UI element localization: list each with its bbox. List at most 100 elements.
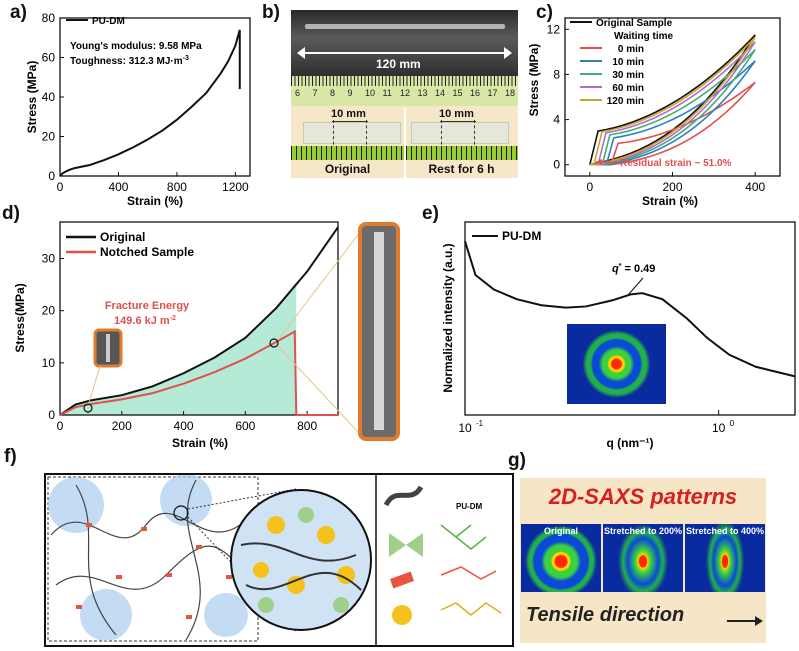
panel-label-c: c) <box>536 2 553 23</box>
y-tick-label: 80 <box>42 11 56 25</box>
x-tick-label: 0 <box>586 180 593 194</box>
x-tick-exponent: 0 <box>730 419 735 428</box>
chart-e-ylabel: Normalized intensity (a.u.) <box>441 243 455 392</box>
panel-label-g: g) <box>508 450 526 471</box>
y-tick-label: 0 <box>48 169 55 183</box>
notch-inset-photo <box>93 328 123 368</box>
length-label: 120 mm <box>376 57 421 71</box>
chart-d-fracture-area <box>60 281 297 415</box>
gauge-right-mark-2 <box>474 120 475 150</box>
gauge-left-mark-1 <box>333 120 334 150</box>
y-tick-label: 12 <box>547 22 561 36</box>
g-title: 2D-SAXS patterns <box>548 484 738 509</box>
chart-d-legend-original: Original <box>100 230 145 244</box>
x-tick-label: 10 <box>458 421 472 435</box>
ruler-number: 7 <box>312 88 318 98</box>
ruler-number: 18 <box>505 88 516 98</box>
notch-point-marker <box>83 403 93 413</box>
chart-c-series-120-min <box>589 36 756 166</box>
y-tick-label: 60 <box>42 51 56 65</box>
arrow-right-icon <box>504 47 512 59</box>
chart-e-q-value: = 0.49 <box>621 263 655 275</box>
ruler-number: 10 <box>365 88 376 98</box>
chart-c-xlabel: Strain (%) <box>642 194 698 208</box>
notch-inset-specimen <box>106 334 110 362</box>
gauge-right: 10 mm <box>411 108 509 154</box>
gauge-right-sample <box>411 122 509 144</box>
gauge-right-bar <box>440 121 476 122</box>
ruler-number: 16 <box>470 88 481 98</box>
chart-c-legend-sub: Waiting time <box>614 31 674 42</box>
stretch-leader-bottom <box>277 345 361 435</box>
saxs-200-caption: Stretched to 200% <box>603 526 683 536</box>
chart-d-series-notched <box>59 329 338 416</box>
x-tick-label: 400 <box>108 180 128 194</box>
ruler-number: 8 <box>330 88 336 98</box>
ruler-number: 15 <box>452 88 463 98</box>
panel-label-b: b) <box>262 2 280 23</box>
gauge-right-label: 10 mm <box>439 108 474 120</box>
gauge-left-bar <box>332 121 368 122</box>
specimen-photo: 120 mm <box>291 10 518 80</box>
chart-d-fracture-sup: -2 <box>170 315 176 322</box>
chart-e-legend-label: PU-DM <box>502 229 541 243</box>
y-tick-label: 8 <box>553 67 560 81</box>
chart-d-fracture-title: Fracture Energy <box>105 300 190 312</box>
chart-a-youngs-modulus: Young's modulus: 9.58 MPa <box>70 41 202 52</box>
stretch-leader-top <box>277 231 361 341</box>
caption-rest: Rest for 6 h <box>428 162 495 176</box>
x-tick-label: 800 <box>297 419 317 433</box>
ruler-number: 14 <box>435 88 446 98</box>
x-tick-exponent: -1 <box>476 419 484 428</box>
ruler-number: 6 <box>295 88 301 98</box>
chart-a-toughness: Toughness: 312.3 MJ·m-3 <box>70 55 189 67</box>
ruler-strip: 6 7 8 9 10 11 12 13 14 15 16 17 18 <box>291 76 518 106</box>
x-tick-label: 0 <box>57 180 64 194</box>
chart-d-frame <box>59 221 339 416</box>
da-structure-icon <box>440 524 487 550</box>
chart-c-series-0-min <box>589 81 756 166</box>
x-tick-label: 200 <box>662 180 682 194</box>
cluster-1 <box>48 477 104 533</box>
chain-legend-icon <box>383 485 424 507</box>
chart-c-annotation: Residual strain ~ 51.0% <box>620 158 732 169</box>
gauge-right-mark-1 <box>441 120 442 150</box>
saxs-400: Stretched to 400% <box>685 524 765 592</box>
hard-domain-legend-icon <box>392 605 412 625</box>
ruler-number: 12 <box>400 88 411 98</box>
saxs-inset-pattern <box>567 324 666 404</box>
network-diagram: PU-DM <box>47 475 502 645</box>
x-tick-label: 0 <box>57 419 64 433</box>
ruler-ticks <box>291 76 518 86</box>
ruler-number: 17 <box>487 88 498 98</box>
direction-arrow-line <box>727 620 757 622</box>
cluster-3 <box>80 589 132 641</box>
panel-b-photo: 120 mm 6 7 8 9 10 11 12 13 14 15 16 17 18 10 mm 10 m… <box>291 10 518 178</box>
length-arrow-line <box>299 52 509 54</box>
chart-c-frame <box>564 17 781 177</box>
chart-d-xlabel: Strain (%) <box>172 436 228 450</box>
chart-a-series-pu-dm <box>59 29 241 177</box>
stretched-specimen-strip <box>374 232 384 430</box>
chart-a-frame <box>59 17 251 177</box>
chart-e-q-star: * <box>619 263 622 270</box>
x-tick-label: 400 <box>174 419 194 433</box>
chart-d-legend-notched: Notched Sample <box>100 245 194 259</box>
saxs-200: Stretched to 200% <box>603 524 683 592</box>
f-legend-title: PU-DM <box>456 502 483 511</box>
notch-inset-leader <box>87 365 101 407</box>
chart-c-legend-label: 30 min <box>612 70 644 81</box>
x-tick-label: 10 <box>712 421 726 435</box>
chart-c-series-original <box>589 34 756 166</box>
y-tick-label: 20 <box>42 130 56 144</box>
arrow-left-icon <box>297 47 305 59</box>
hard-domains <box>253 516 355 594</box>
specimen-strip <box>305 24 505 29</box>
saxs-original: Original <box>521 524 601 592</box>
chart-c-series-10-min <box>589 60 756 166</box>
chart-e-peak-arrow <box>627 277 644 296</box>
x-tick-label: 600 <box>235 419 255 433</box>
gauge-left-sample <box>303 122 401 144</box>
chart-e-peak-label: q* = 0.49 <box>612 263 655 275</box>
panel-f-schematic: PU-DM <box>44 473 514 647</box>
